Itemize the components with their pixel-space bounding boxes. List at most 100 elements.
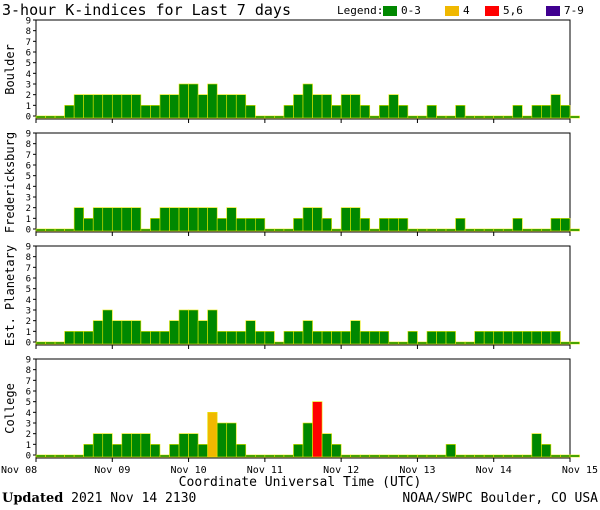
k-bar [531,433,542,458]
k-bar [274,454,285,458]
k-bar [350,320,361,345]
k-bar [235,444,247,458]
k-bar [398,341,409,345]
legend-item-4: 4 [463,4,470,17]
y-tick-label: 0 [26,452,31,462]
k-bar [445,115,456,119]
k-bar [54,341,65,345]
y-tick-label: 5 [26,285,31,295]
k-bar [340,207,351,232]
k-bar [83,444,94,458]
k-bar [245,105,256,119]
k-bar [197,320,208,345]
y-tick-label: 2 [26,317,31,327]
footer-source: NOAA/SWPC Boulder, CO USA [402,491,598,506]
y-tick-label: 9 [26,17,31,27]
legend-label: Legend: [337,4,383,17]
y-tick-label: 5 [26,398,31,408]
y-tick-label: 6 [26,275,31,285]
y-tick-label: 2 [26,430,31,440]
k-bar [369,454,380,458]
k-bar [131,320,142,345]
k-bar [216,218,228,232]
k-bar [216,331,228,345]
k-bar [131,94,142,119]
k-bar [293,444,304,458]
k-bar [169,444,180,458]
panels: 0123456789Boulder0123456789Fredericksbur… [3,17,580,462]
k-bar [216,422,228,458]
k-bar [178,433,189,458]
k-bar [531,105,542,119]
k-bar [388,94,399,119]
panel-label: Fredericksburg [3,132,17,233]
k-bar [569,454,580,458]
k-bar [378,105,390,119]
k-bar [445,444,456,458]
panel-label: College [3,383,17,434]
legend-item-7-9: 7-9 [564,4,584,17]
k-bar [264,115,275,119]
k-bar [197,207,208,232]
k-bar [388,454,399,458]
y-tick-label: 6 [26,49,31,59]
k-bar [350,454,361,458]
k-bar [541,331,552,345]
k-bar [216,94,228,119]
k-bar [45,341,56,345]
k-bar [512,218,523,232]
k-bar [35,341,46,345]
k-bar [407,454,418,458]
k-bar [369,331,380,345]
y-tick-label: 9 [26,130,31,140]
k-bar [436,115,447,119]
k-bar [483,331,495,345]
y-tick-label: 3 [26,420,31,430]
y-tick-label: 4 [26,183,31,193]
k-bar [522,115,533,119]
k-bar [493,454,504,458]
k-bar [531,331,542,345]
k-bar [255,115,266,119]
k-bar [83,331,94,345]
k-bar [169,320,180,345]
k-bar [102,94,113,119]
k-bar [188,309,199,345]
k-bar [293,331,304,345]
k-bar [340,454,351,458]
k-bar [207,412,218,458]
k-bar [54,228,65,232]
k-bar [111,444,123,458]
x-tick-label: Nov 09 [94,465,130,476]
k-bar [207,207,218,232]
k-bar [455,341,466,345]
legend-item-0-3: 0-3 [401,4,421,17]
k-bar [436,228,447,232]
k-bar [283,454,294,458]
y-tick-label: 6 [26,162,31,172]
y-tick-label: 8 [26,140,31,150]
x-tick-label: Nov 11 [247,465,283,476]
y-tick-label: 2 [26,204,31,214]
k-bar [188,207,199,232]
k-bar [92,320,104,345]
k-bar [73,454,84,458]
k-bar [197,94,208,119]
k-bar [331,228,342,232]
k-bar [474,115,485,119]
k-bar [350,207,361,232]
k-bar [560,454,571,458]
k-bar [426,331,437,345]
k-bar [188,433,199,458]
y-tick-label: 7 [26,264,31,274]
k-bar [226,422,237,458]
k-bar [312,94,323,119]
y-tick-label: 8 [26,366,31,376]
y-tick-label: 7 [26,151,31,161]
panel-label: Est. Planetary [3,245,17,346]
k-bar [178,309,189,345]
chart-title: 3-hour K-indices for Last 7 days [2,1,291,19]
k-bar [340,94,351,119]
k-bar [359,105,371,119]
